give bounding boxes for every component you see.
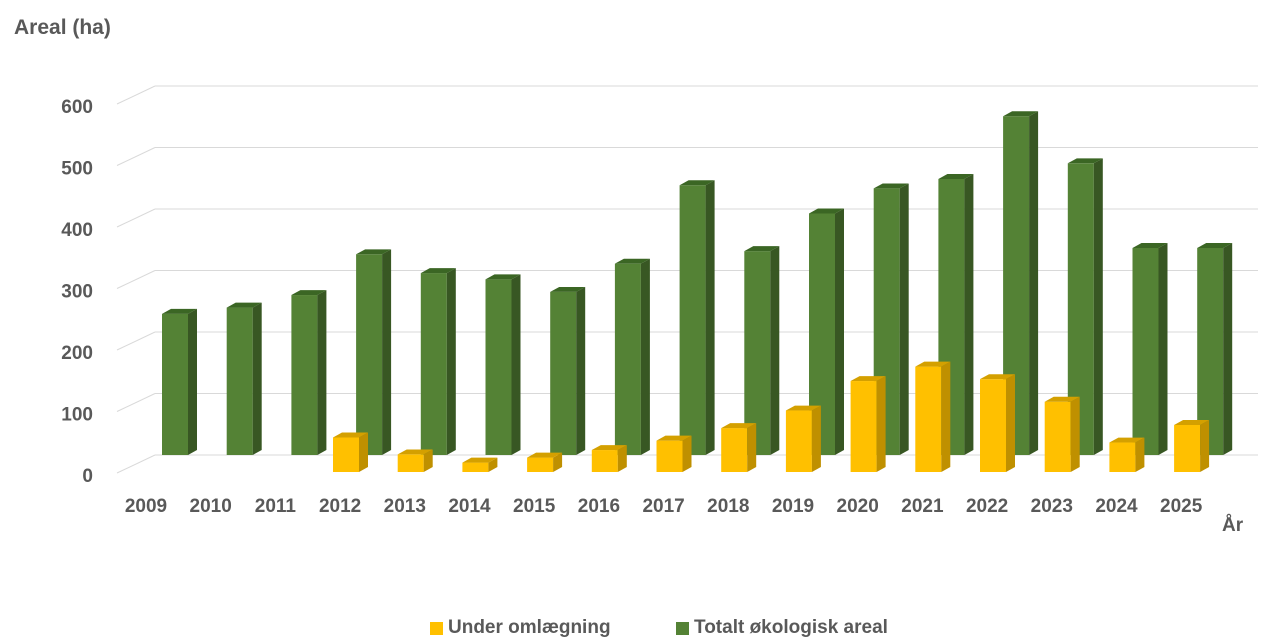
- bar-under: [980, 374, 1015, 472]
- x-tick-label: 2011: [255, 496, 297, 517]
- bar-under: [333, 432, 368, 472]
- bar-totalt: [226, 302, 262, 455]
- x-tick-label: 2012: [319, 496, 361, 517]
- gridline-side: [116, 270, 156, 289]
- bar-totalt: [550, 286, 586, 455]
- x-tick-label: 2009: [125, 496, 167, 517]
- bar-totalt: [485, 274, 521, 455]
- bar-totalt: [162, 308, 197, 455]
- bar-under: [397, 449, 433, 472]
- y-tick-labels: 0 100 200 300 400 500 600: [61, 97, 93, 487]
- x-tick-label: 2017: [642, 496, 684, 517]
- bar-under: [656, 435, 692, 472]
- y-tick-label: 100: [61, 405, 93, 426]
- bar-under: [785, 405, 821, 472]
- bar-under: [850, 376, 886, 472]
- x-tick-label: 2010: [190, 496, 232, 517]
- bar-under: [591, 445, 627, 472]
- x-tick-label: 2014: [448, 496, 491, 517]
- bar-totalt: [614, 258, 650, 455]
- series-totalt: [162, 111, 1233, 456]
- bar-under: [1109, 437, 1145, 472]
- gridline-side: [116, 85, 156, 105]
- legend-label-totalt: Totalt økologisk areal: [694, 617, 888, 638]
- bar-totalt: [679, 180, 715, 456]
- legend-item-totalt: Totalt økologisk areal: [676, 617, 888, 639]
- legend-swatch-totalt: [676, 621, 689, 635]
- bar-totalt: [420, 268, 456, 455]
- bar-totalt: [1132, 243, 1168, 455]
- bar-totalt: [1003, 111, 1039, 456]
- x-tick-label: 2015: [513, 496, 556, 517]
- bar-under: [1044, 396, 1080, 472]
- y-tick-label: 400: [61, 220, 93, 241]
- x-tick-label: 2023: [1031, 496, 1073, 517]
- gridline-side: [116, 393, 156, 412]
- x-tick-label: 2020: [837, 496, 879, 517]
- x-tick-label: 2025: [1160, 496, 1203, 517]
- y-tick-label: 500: [61, 159, 93, 180]
- bar-under: [527, 452, 563, 472]
- x-tick-label: 2018: [707, 496, 749, 517]
- x-tick-label: 2022: [966, 496, 1008, 517]
- bar-under: [462, 457, 498, 472]
- y-tick-label: 300: [61, 282, 93, 303]
- legend-swatch-under: [430, 621, 443, 635]
- y-tick-label: 0: [82, 466, 93, 487]
- gridline-side: [116, 208, 156, 228]
- x-tick-label: 2019: [772, 496, 814, 517]
- y-tick-label: 600: [61, 97, 93, 118]
- bar-totalt: [356, 249, 392, 455]
- x-tick-label: 2013: [384, 496, 426, 517]
- gridline-side: [116, 147, 156, 166]
- bar-under: [915, 361, 951, 472]
- bar-totalt: [291, 290, 327, 455]
- bar-totalt: [873, 183, 909, 455]
- series-under: [333, 361, 1210, 472]
- gridline-side: [116, 331, 156, 351]
- x-tick-label: 2016: [578, 496, 620, 517]
- y-axis-title: Areal (ha): [14, 16, 111, 39]
- legend: Under omlægning Totalt økologisk areal: [0, 617, 1280, 643]
- gridline-side: [116, 454, 156, 474]
- x-axis-title: År: [1222, 515, 1244, 536]
- bar-under: [1174, 420, 1210, 472]
- bar-under: [721, 423, 757, 472]
- y-tick-label: 200: [61, 343, 93, 364]
- legend-item-under: Under omlægning: [430, 617, 611, 639]
- x-tick-label: 2024: [1095, 496, 1138, 517]
- x-tick-labels: 2009 2010 2011 2012 2013 2014 2015 2016 2017 2018…: [125, 496, 1203, 517]
- x-tick-label: 2021: [901, 496, 944, 517]
- bar-totalt: [744, 246, 780, 455]
- legend-label-under: Under omlægning: [448, 617, 611, 638]
